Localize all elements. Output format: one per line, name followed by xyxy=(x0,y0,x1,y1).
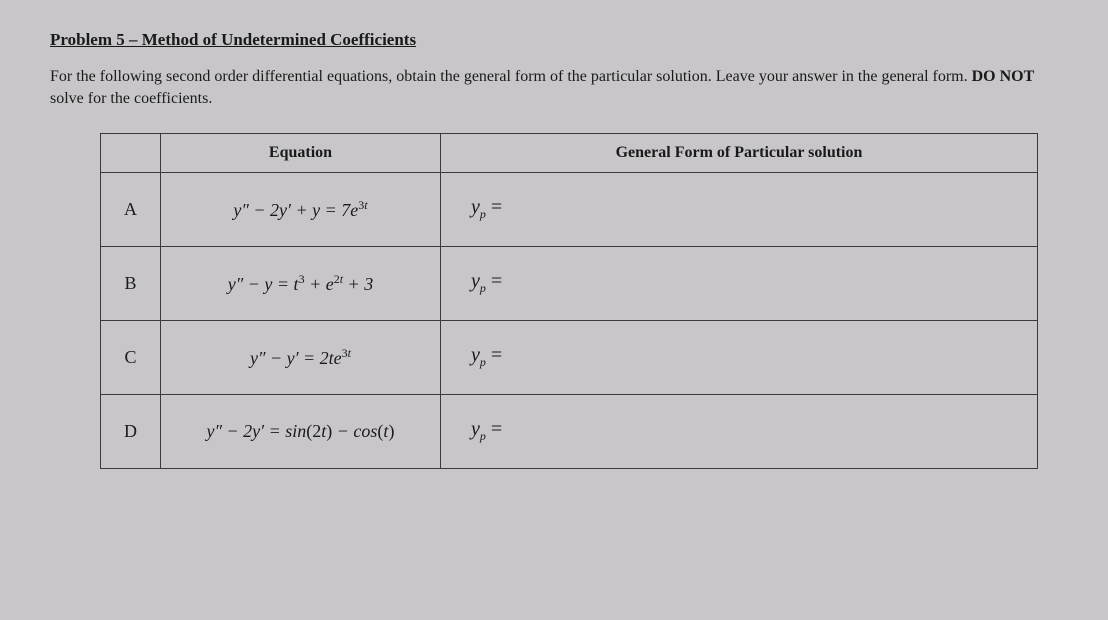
yp-equals: = xyxy=(486,344,502,366)
row-label: B xyxy=(101,246,161,320)
instructions-text-1: For the following second order different… xyxy=(50,68,972,85)
row-equation: y″ − y′ = 2te3t xyxy=(161,320,441,394)
row-solution: yp = xyxy=(441,246,1038,320)
table-header-row: Equation General Form of Particular solu… xyxy=(101,133,1038,172)
instructions-bold: DO NOT xyxy=(972,68,1035,85)
yp-y: y xyxy=(471,196,480,218)
header-blank xyxy=(101,133,161,172)
row-equation: y″ − 2y′ + y = 7e3t xyxy=(161,172,441,246)
table-row: D y″ − 2y′ = sin(2t) − cos(t) yp = xyxy=(101,394,1038,468)
table-container: Equation General Form of Particular solu… xyxy=(100,133,1038,469)
yp-equals: = xyxy=(486,270,502,292)
row-label: A xyxy=(101,172,161,246)
yp-y: y xyxy=(471,270,480,292)
table-row: A y″ − 2y′ + y = 7e3t yp = xyxy=(101,172,1038,246)
equations-table: Equation General Form of Particular solu… xyxy=(100,133,1038,469)
table-row: B y″ − y = t3 + e2t + 3 yp = xyxy=(101,246,1038,320)
yp-y: y xyxy=(471,418,480,440)
table-row: C y″ − y′ = 2te3t yp = xyxy=(101,320,1038,394)
header-equation: Equation xyxy=(161,133,441,172)
row-equation: y″ − 2y′ = sin(2t) − cos(t) xyxy=(161,394,441,468)
row-label: C xyxy=(101,320,161,394)
header-solution: General Form of Particular solution xyxy=(441,133,1038,172)
instructions-text-2: solve for the coefficients. xyxy=(50,90,212,107)
row-solution: yp = xyxy=(441,320,1038,394)
row-equation: y″ − y = t3 + e2t + 3 xyxy=(161,246,441,320)
yp-equals: = xyxy=(486,196,502,218)
problem-title: Problem 5 – Method of Undetermined Coeff… xyxy=(50,30,1058,50)
instructions: For the following second order different… xyxy=(50,66,1058,111)
row-solution: yp = xyxy=(441,394,1038,468)
yp-y: y xyxy=(471,344,480,366)
yp-equals: = xyxy=(486,418,502,440)
row-solution: yp = xyxy=(441,172,1038,246)
row-label: D xyxy=(101,394,161,468)
